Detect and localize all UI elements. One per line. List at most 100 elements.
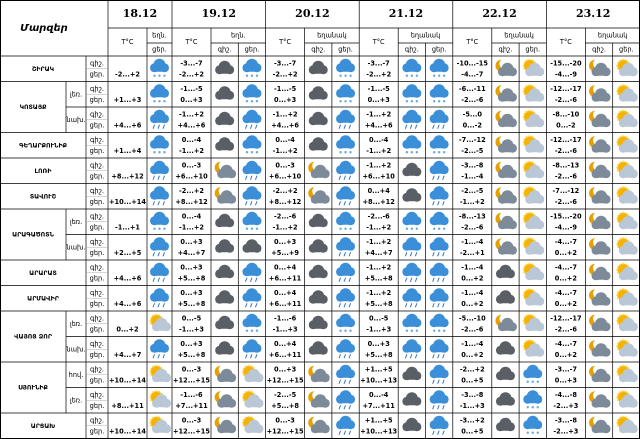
snowflake xyxy=(437,227,441,230)
snowflake xyxy=(163,100,166,103)
raindrop xyxy=(162,124,165,129)
raindrop xyxy=(343,124,347,129)
cloud-part xyxy=(215,119,234,125)
weather-icon xyxy=(402,188,422,202)
temperature: -2...-6 xyxy=(555,198,578,206)
snowflake xyxy=(158,227,161,230)
raindrop xyxy=(157,201,160,206)
raindrop xyxy=(343,252,347,257)
weather-icon xyxy=(522,262,545,281)
temperature: 0...+4 xyxy=(274,289,297,297)
weather-icon xyxy=(308,60,328,75)
weather-icon xyxy=(308,315,328,330)
cloud-part xyxy=(242,270,261,276)
temperature: 0...-3 xyxy=(182,417,202,425)
raindrop xyxy=(249,175,253,180)
cloud-part xyxy=(242,194,261,200)
temperature: 0...+2 xyxy=(461,300,484,308)
cloud-part xyxy=(430,245,449,251)
sub-header: ցեր. xyxy=(619,46,634,54)
temp-header: T°C xyxy=(559,38,572,46)
raindrop xyxy=(157,175,160,180)
temperature: 0...-3 xyxy=(182,162,202,170)
sub-header: ցեր. xyxy=(525,46,540,54)
weather-icon xyxy=(149,415,171,434)
weather-icon xyxy=(495,290,515,304)
snowflake xyxy=(339,151,342,154)
raindrop xyxy=(343,201,347,206)
temperature: +4...+6 xyxy=(178,121,206,129)
weather-icon xyxy=(214,160,237,179)
sub-header: գիշ. xyxy=(311,46,325,54)
cloud-part xyxy=(311,427,330,433)
weather-icon xyxy=(336,339,356,359)
raindrop xyxy=(437,252,440,257)
temperature: -3...-7 xyxy=(180,60,203,68)
raindrop xyxy=(348,430,352,435)
temperature: 0...-4 xyxy=(182,213,202,221)
temperature: -1...-6 xyxy=(274,315,297,323)
cloud-part xyxy=(242,143,261,149)
cloud-part xyxy=(150,347,169,353)
cloud-part xyxy=(150,143,169,149)
cloud-part xyxy=(215,247,234,253)
weather-icon xyxy=(589,58,611,77)
temperature: 0...+2 xyxy=(461,351,484,359)
weather-icon xyxy=(308,290,328,304)
weather-icon xyxy=(402,109,422,129)
weather-icon xyxy=(402,162,422,177)
raindrop xyxy=(244,175,248,180)
raindrop xyxy=(437,303,440,308)
temperature: -2...-6 xyxy=(555,147,578,155)
raindrop xyxy=(343,379,347,384)
weather-icon xyxy=(616,211,638,230)
weather-icon xyxy=(402,211,422,230)
temperature: -1...+3 xyxy=(179,325,204,333)
weather-icon xyxy=(215,264,235,279)
raindrop xyxy=(244,201,248,206)
temperature: -4...-9 xyxy=(555,70,578,78)
snowflake xyxy=(432,151,436,154)
cloud-part xyxy=(592,121,611,127)
weather-icon xyxy=(336,313,356,332)
temperature: +5...+8 xyxy=(365,274,393,282)
weather-icon xyxy=(150,339,169,359)
weather-icon xyxy=(242,160,262,180)
weather-icon xyxy=(616,186,638,204)
region-name: ԱՐՑԱԽ xyxy=(31,423,56,430)
temperature: -1...-5 xyxy=(368,85,391,93)
weather-icon xyxy=(242,239,262,253)
cloud-part xyxy=(150,194,169,200)
weather-icon xyxy=(522,186,545,204)
weather-icon xyxy=(308,186,330,204)
temperature: -2...+2 xyxy=(179,187,204,195)
raindrop xyxy=(348,354,352,359)
cloud-part xyxy=(242,66,261,72)
snowflake xyxy=(531,431,534,434)
weather-icon xyxy=(215,137,235,151)
snowflake xyxy=(405,100,409,103)
raindrop xyxy=(442,252,445,257)
raindrop xyxy=(152,175,155,180)
cloud-part xyxy=(336,423,355,429)
cloud-part xyxy=(498,121,517,127)
raindrop xyxy=(343,430,347,435)
sub-region: լեռ. xyxy=(70,320,82,328)
temperature: -2...+2 xyxy=(366,70,391,78)
cloud-part xyxy=(619,402,638,408)
temperature: -1...-4 xyxy=(461,340,484,348)
temperature: -1...+2 xyxy=(366,238,391,246)
temperature: 0...+3 xyxy=(555,376,578,384)
raindrop xyxy=(254,277,258,282)
cloud-part xyxy=(619,223,638,229)
row-label: գիշ. xyxy=(90,417,104,425)
temperature: -1...+2 xyxy=(460,198,485,206)
temperature: 0...-3 xyxy=(182,366,202,374)
temperature: +12...+15 xyxy=(267,427,304,435)
weather-icon xyxy=(241,390,264,408)
snowflake xyxy=(432,100,436,103)
snowflake xyxy=(432,227,436,230)
snowflake xyxy=(349,329,352,332)
cloud-part xyxy=(309,145,328,151)
temperature: -1...-5 xyxy=(274,85,297,93)
